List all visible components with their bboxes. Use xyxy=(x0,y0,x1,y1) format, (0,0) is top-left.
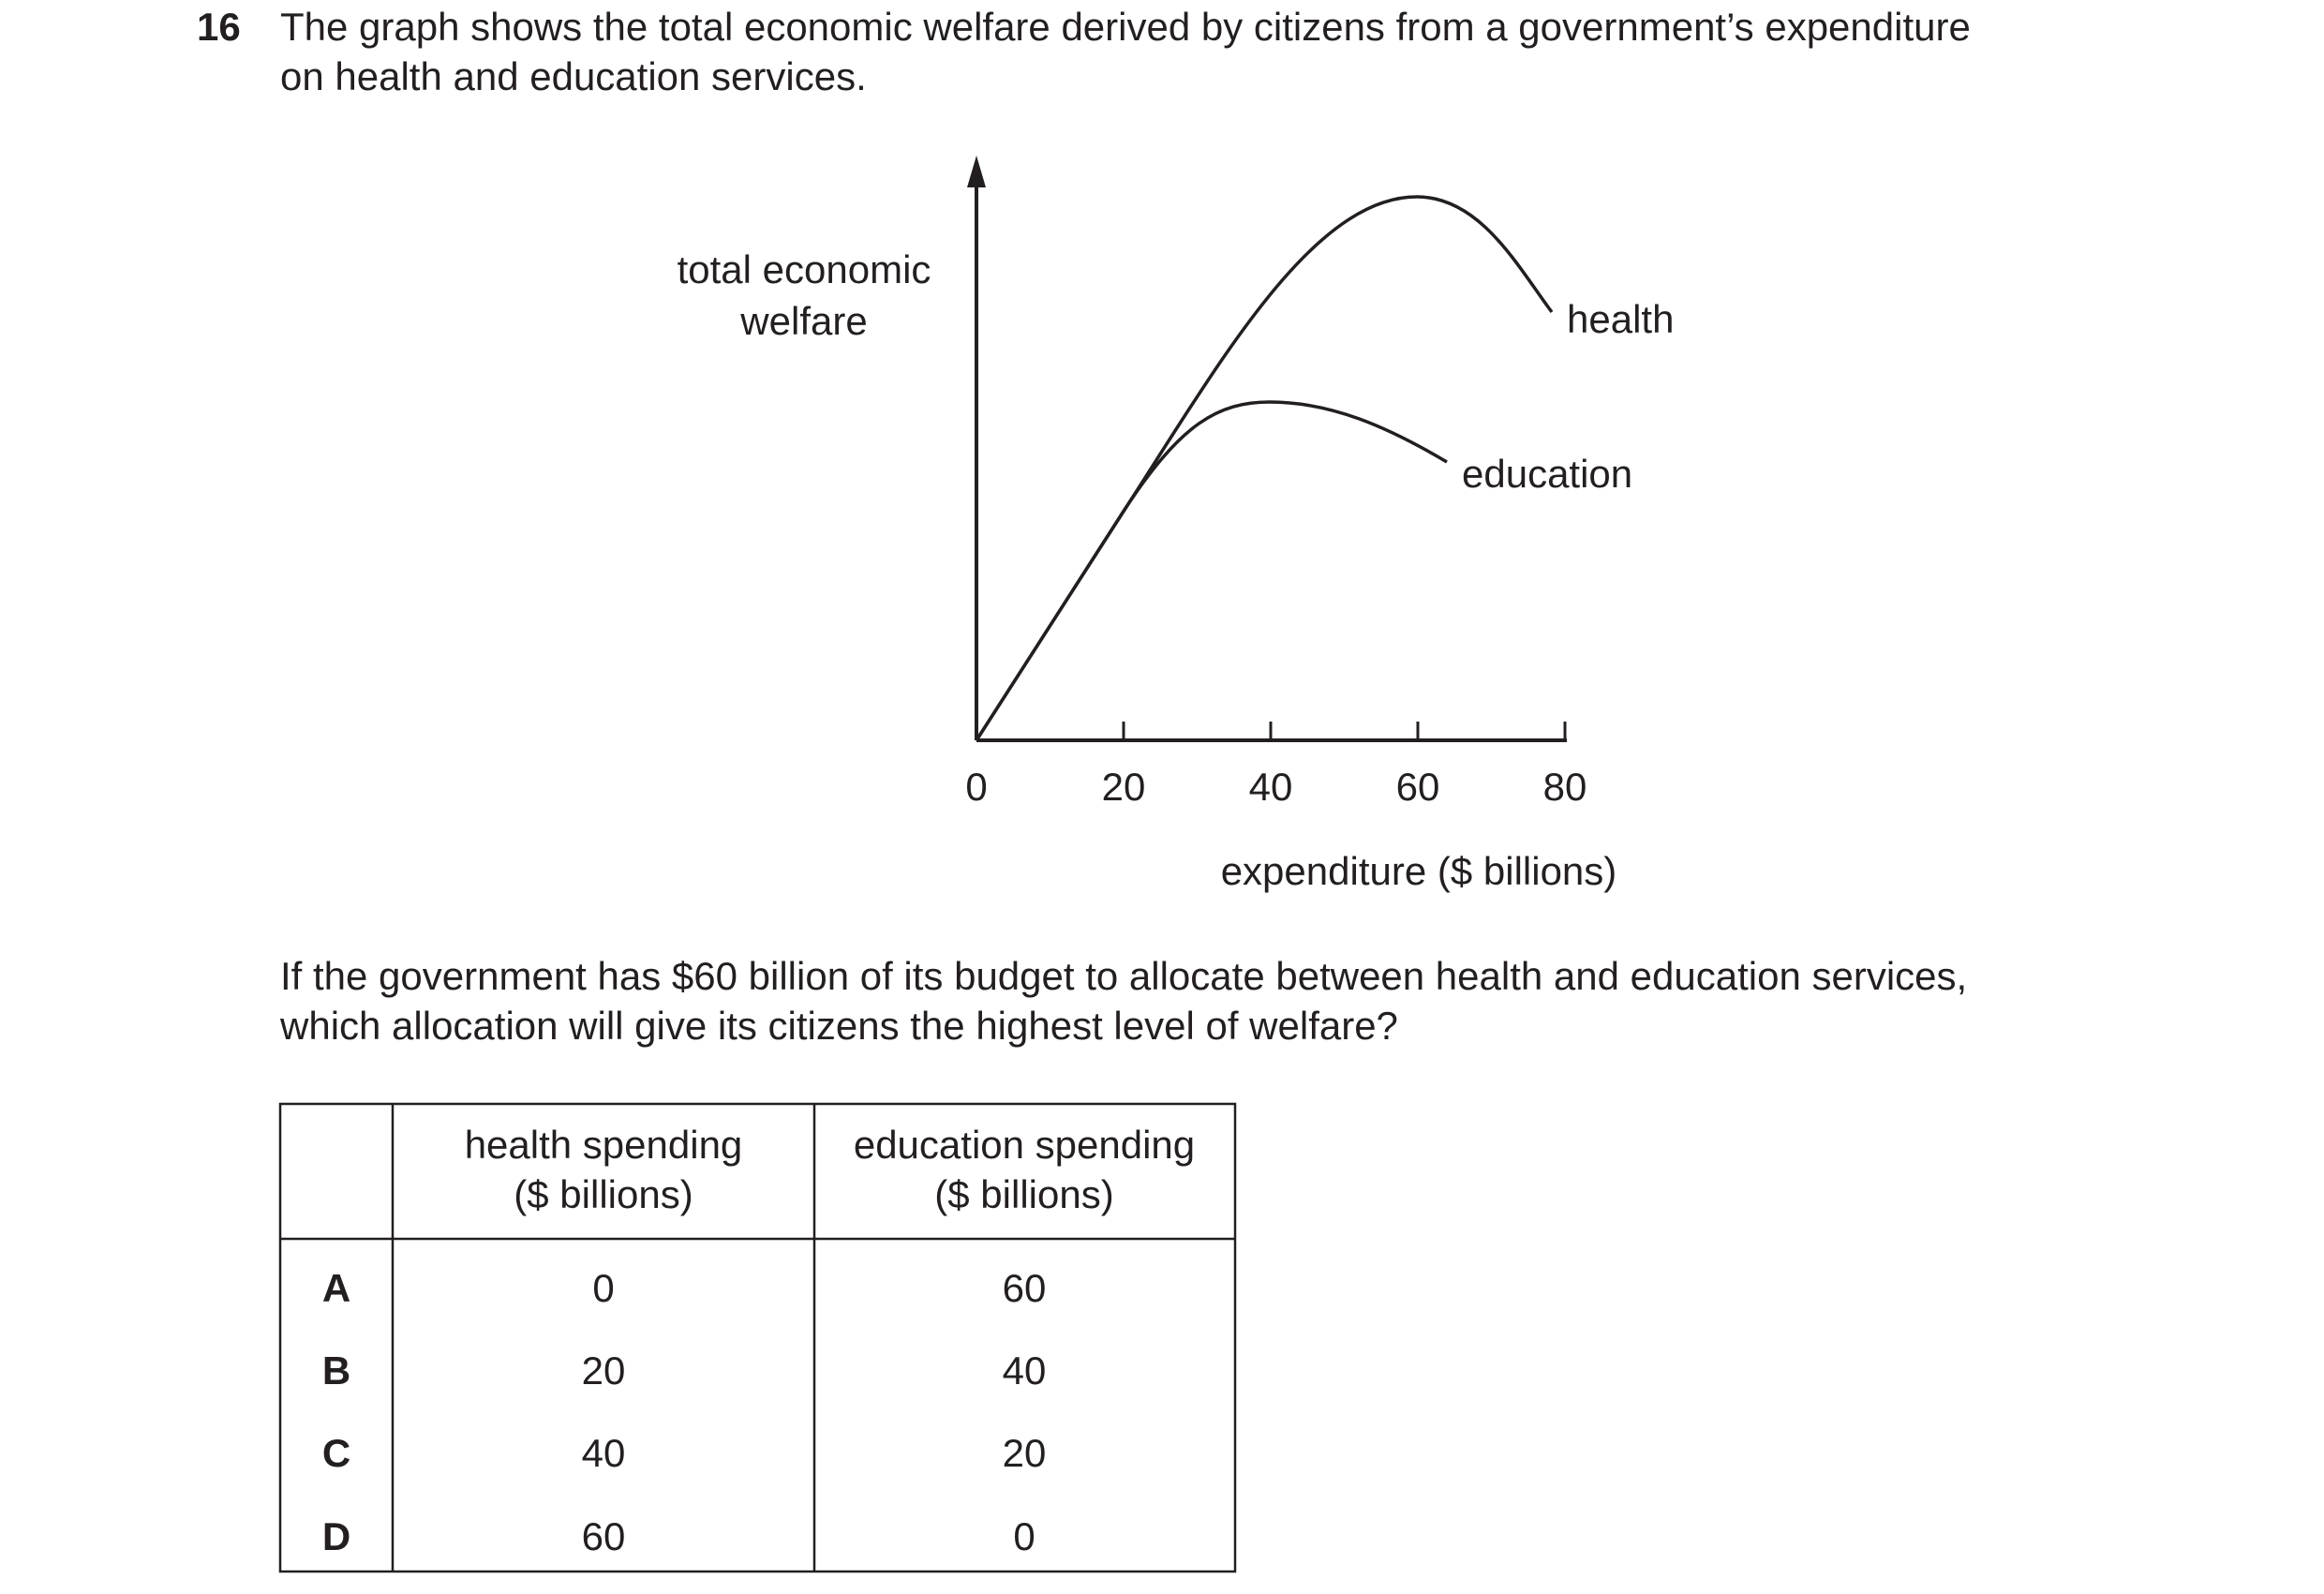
y-axis-arrow xyxy=(967,156,986,187)
table-cell: 20 xyxy=(1003,1431,1047,1475)
table-header: education spending xyxy=(854,1123,1195,1167)
option-letter: B xyxy=(322,1348,350,1393)
table-cell: 0 xyxy=(1013,1514,1035,1558)
y-axis-label: welfare xyxy=(739,299,867,343)
x-tick-label: 20 xyxy=(1102,765,1146,809)
x-tick-label: 40 xyxy=(1249,765,1293,809)
table-border xyxy=(278,1102,1237,1573)
prompt-text: which allocation will give its citizens … xyxy=(279,1004,1398,1048)
curve-label: education xyxy=(1462,452,1632,496)
table-cell: 60 xyxy=(582,1514,626,1558)
y-axis-label: total economic xyxy=(678,247,931,291)
prompt-text: If the government has $60 billion of its… xyxy=(280,954,1967,998)
table-cell: 40 xyxy=(582,1431,626,1475)
x-axis-label: expenditure ($ billions) xyxy=(1221,849,1617,893)
question-text: The graph shows the total economic welfa… xyxy=(280,5,1971,49)
option-letter: A xyxy=(322,1266,350,1310)
question-text: on health and education services. xyxy=(280,54,867,98)
table-cell: 20 xyxy=(582,1348,626,1393)
x-tick-label: 80 xyxy=(1543,765,1587,809)
table-cell: 60 xyxy=(1003,1266,1047,1310)
education-curve xyxy=(975,400,1448,741)
table-header: ($ billions) xyxy=(934,1172,1113,1216)
health-curve xyxy=(975,195,1554,741)
table-cell: 40 xyxy=(1003,1348,1047,1393)
x-tick-label: 0 xyxy=(965,765,987,809)
table-cell: 0 xyxy=(592,1266,614,1310)
question-number: 16 xyxy=(197,5,241,49)
x-tick-label: 60 xyxy=(1396,765,1440,809)
option-letter: D xyxy=(322,1514,350,1558)
option-letter: C xyxy=(322,1431,350,1475)
table-header: ($ billions) xyxy=(514,1172,693,1216)
table-header: health spending xyxy=(465,1123,743,1167)
curve-label: health xyxy=(1567,297,1674,341)
